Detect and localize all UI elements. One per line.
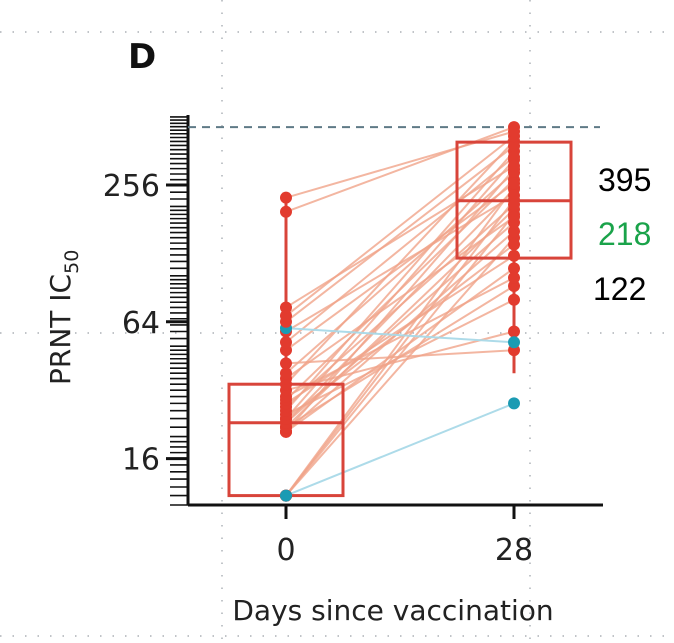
point-day0-32 <box>280 205 292 218</box>
y-tick-label-16: 16 <box>122 443 160 478</box>
point-day28-31 <box>508 160 520 173</box>
point-day0-24 <box>280 357 292 370</box>
point-day28-19 <box>508 271 520 284</box>
point-day28-4 <box>508 397 520 410</box>
point-day0-4 <box>280 489 292 502</box>
pair-line-1 <box>285 213 515 497</box>
pair-line-18 <box>285 178 515 401</box>
pair-line-2 <box>285 199 515 497</box>
annotation-q3-value: 395 <box>598 162 651 198</box>
y-axis-title-main: PRNT IC <box>44 274 77 385</box>
pair-line-24 <box>285 349 515 365</box>
y-axis <box>186 115 603 519</box>
paired-lines <box>285 126 515 497</box>
pair-line-19 <box>285 276 515 398</box>
pair-line-23 <box>285 171 515 374</box>
point-day0-33 <box>280 191 292 204</box>
annotation-q1-value: 122 <box>593 271 646 307</box>
point-day0-26 <box>280 336 292 349</box>
pair-line-16 <box>285 203 515 408</box>
pair-line-22 <box>285 216 515 380</box>
point-day28-26 <box>508 150 520 163</box>
point-day28-22 <box>508 211 520 224</box>
point-day0-23 <box>280 367 292 380</box>
point-day28-7 <box>508 225 520 238</box>
x-axis-title: Days since vaccination <box>232 594 553 627</box>
pair-line-17 <box>285 254 515 405</box>
y-axis-title-subscript: 50 <box>61 250 83 274</box>
point-day28-20 <box>508 325 520 338</box>
pair-line-30 <box>285 135 515 317</box>
pair-line-8 <box>285 208 515 428</box>
x-tick-label-28: 28 <box>495 533 533 568</box>
x-tick-label-0: 0 <box>276 533 295 568</box>
data-points <box>280 121 520 502</box>
pair-line-5 <box>285 267 515 433</box>
pair-line-20 <box>285 330 515 392</box>
pair-line-31 <box>285 165 515 309</box>
pair-line-27 <box>285 194 515 333</box>
point-day28-25 <box>508 177 520 190</box>
y-ticks <box>166 116 188 506</box>
pair-line-4 <box>285 402 515 497</box>
pair-line-13 <box>285 243 515 420</box>
y-tick-label-256: 256 <box>103 169 160 204</box>
point-day28-9 <box>508 279 520 292</box>
point-day28-16 <box>508 198 520 211</box>
pair-line-6 <box>285 168 515 433</box>
pair-line-28 <box>285 327 515 344</box>
point-day28-17 <box>508 249 520 262</box>
point-day28-13 <box>508 238 520 251</box>
point-day28-29 <box>508 139 520 152</box>
point-day28-33 <box>508 125 520 138</box>
panel-label: D <box>128 37 156 77</box>
point-day28-14 <box>508 293 520 306</box>
pair-line-26 <box>285 156 515 344</box>
point-day28-28 <box>508 336 520 349</box>
point-day0-30 <box>280 309 292 322</box>
annotation-median-value: 218 <box>598 216 651 252</box>
y-axis-title: PRNT IC50 <box>44 250 83 385</box>
point-day28-27 <box>508 189 520 202</box>
point-day28-5 <box>508 262 520 275</box>
pair-line-29 <box>285 145 515 323</box>
pair-line-15 <box>285 150 515 412</box>
point-day0-31 <box>280 301 292 314</box>
pair-line-25 <box>285 182 515 351</box>
y-tick-label-64: 64 <box>122 306 160 341</box>
